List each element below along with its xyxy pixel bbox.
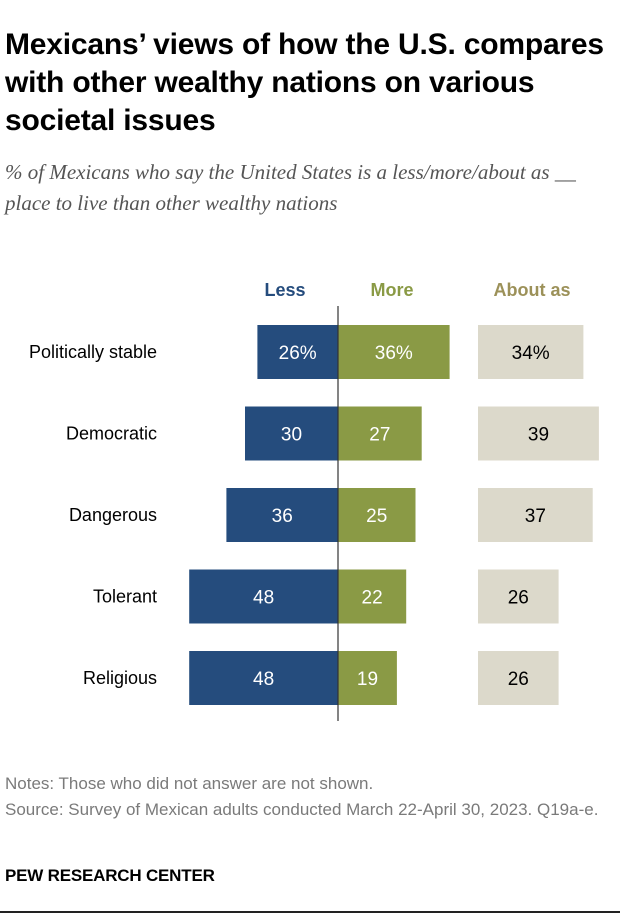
label-less-politically-stable: 26% — [279, 343, 317, 364]
bar-more-democratic — [338, 406, 422, 461]
bar-about-tolerant — [478, 569, 559, 624]
legend-less: Less — [264, 280, 305, 300]
label-less-democratic: 30 — [281, 425, 302, 446]
diverging-bar-chart: Less More About as Politically stable 26% 36%… — [29, 280, 599, 721]
label-about-democratic: 39 — [528, 425, 549, 446]
label-less-religious: 48 — [253, 669, 274, 690]
label-more-dangerous: 25 — [366, 506, 387, 527]
notes-text: Notes: Those who did not answer are not … — [5, 774, 374, 793]
bottom-rule — [0, 911, 620, 913]
bar-less-tolerant — [189, 569, 338, 624]
bar-about-democratic — [478, 406, 599, 461]
bar-more-politically-stable — [338, 325, 450, 379]
bar-less-religious — [189, 651, 338, 705]
label-more-politically-stable: 36% — [375, 343, 413, 364]
chart-title: Mexicans’ views of how the U.S. compares… — [5, 28, 604, 137]
legend-about-as: About as — [493, 280, 570, 300]
bar-about-politically-stable — [478, 325, 584, 379]
legend-more: More — [370, 280, 413, 300]
label-about-tolerant: 26 — [508, 588, 529, 609]
label-more-religious: 19 — [357, 669, 378, 690]
bar-less-dangerous — [226, 488, 338, 542]
label-more-tolerant: 22 — [362, 588, 383, 609]
category-label-democratic: Democratic — [66, 424, 157, 444]
bar-about-dangerous — [478, 488, 593, 542]
bar-about-religious — [478, 651, 559, 705]
label-about-politically-stable: 34% — [512, 343, 550, 364]
label-about-religious: 26 — [508, 669, 529, 690]
source-text: Source: Survey of Mexican adults conduct… — [5, 800, 599, 819]
category-label-dangerous: Dangerous — [69, 505, 157, 525]
brand-logo-text: PEW RESEARCH CENTER — [5, 866, 215, 885]
bar-less-democratic — [245, 406, 338, 461]
bar-more-tolerant — [338, 569, 407, 624]
notes-block: Notes: Those who did not answer are not … — [5, 771, 617, 823]
category-label-religious: Religious — [83, 668, 157, 688]
category-label-tolerant: Tolerant — [93, 587, 157, 607]
label-less-tolerant: 48 — [253, 588, 274, 609]
label-about-dangerous: 37 — [525, 506, 546, 527]
chart-subtitle: % of Mexicans who say the United States … — [5, 160, 576, 215]
label-more-democratic: 27 — [369, 425, 390, 446]
category-label-politically-stable: Politically stable — [29, 342, 157, 362]
bar-less-politically-stable — [257, 325, 338, 379]
label-less-dangerous: 36 — [272, 506, 293, 527]
bar-more-dangerous — [338, 488, 416, 542]
bar-more-religious — [338, 651, 397, 705]
